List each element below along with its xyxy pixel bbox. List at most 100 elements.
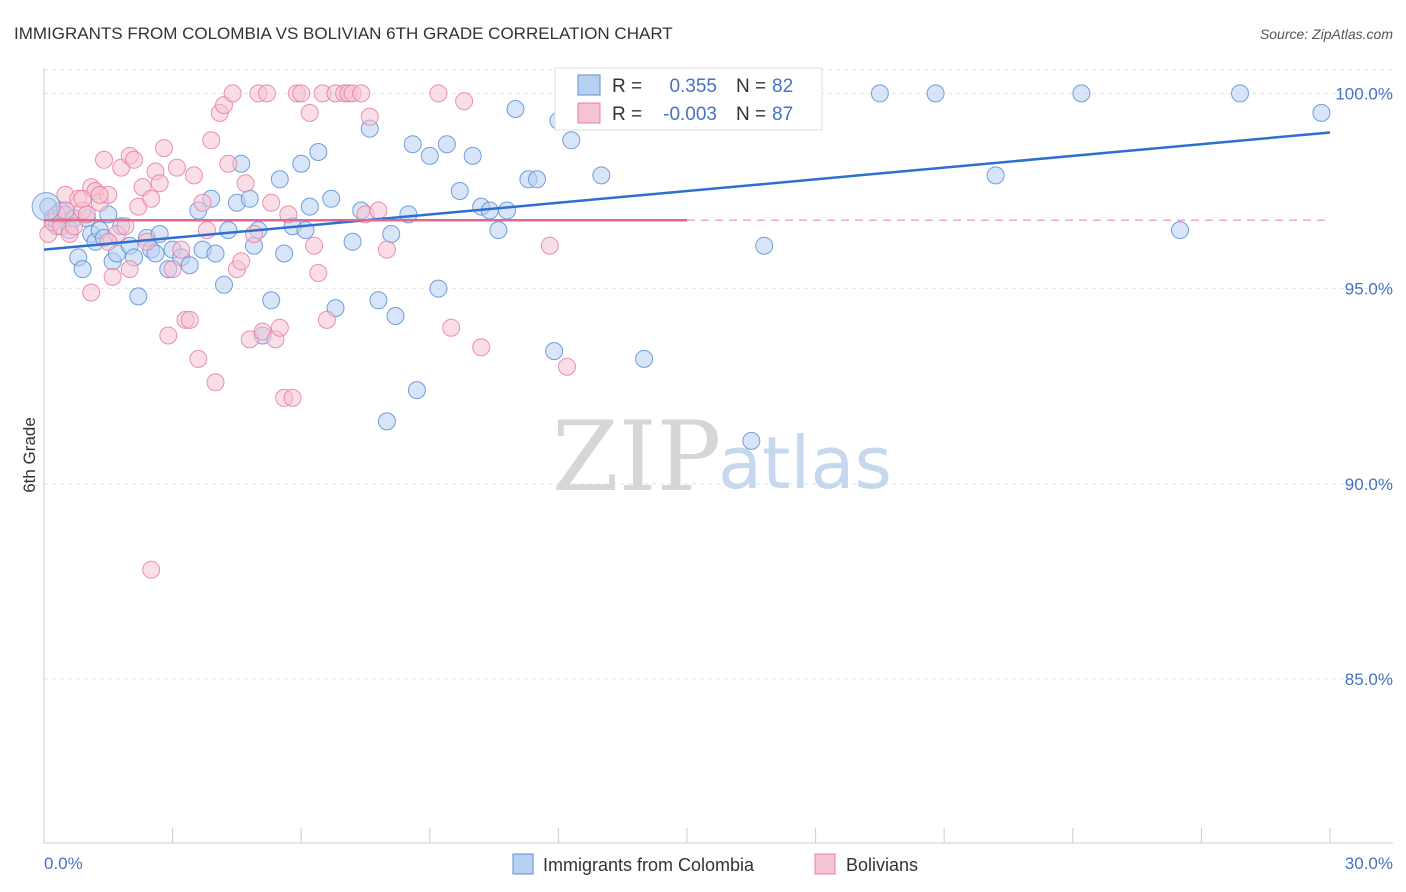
point-bolivians-6 <box>65 217 83 236</box>
point-bolivians-45 <box>232 252 251 271</box>
point-colombia-37 <box>240 189 259 208</box>
point-bolivians-85 <box>120 260 139 279</box>
point-colombia-83 <box>926 84 945 103</box>
chart-source: Source: ZipAtlas.com <box>1260 26 1393 42</box>
point-bolivians-74 <box>429 84 448 103</box>
point-bolivians-64 <box>317 310 336 329</box>
point-colombia-61 <box>420 146 439 165</box>
point-colombia-49 <box>322 189 341 208</box>
point-bolivians-28 <box>159 326 178 345</box>
point-bolivians-29 <box>163 260 182 279</box>
point-bolivians-31 <box>172 240 191 259</box>
point-bolivians-77 <box>472 338 491 357</box>
point-bolivians-36 <box>193 193 212 212</box>
bottom-legend-label-bolivians[interactable]: Bolivians <box>846 855 918 875</box>
point-colombia-73 <box>545 342 564 361</box>
y-tick-label-1: 95.0% <box>1345 280 1393 299</box>
point-bolivians-75 <box>442 318 461 337</box>
point-bolivians-52 <box>262 193 281 212</box>
point-bolivians-27 <box>155 139 173 158</box>
point-colombia-43 <box>275 244 294 263</box>
x-tick-label-min: 0.0% <box>44 854 83 873</box>
point-bolivians-84 <box>90 185 109 204</box>
bottom-legend-swatch-colombia[interactable] <box>512 853 534 875</box>
point-bolivians-24 <box>142 189 161 208</box>
point-bolivians-35 <box>189 349 208 368</box>
point-bolivians-71 <box>360 107 379 126</box>
point-bolivians-76 <box>455 92 474 111</box>
point-bolivians-69 <box>352 84 371 103</box>
point-colombia-60 <box>407 381 426 400</box>
point-bolivians-18 <box>116 217 135 236</box>
point-bolivians-20 <box>125 150 143 169</box>
point-colombia-8 <box>73 260 92 279</box>
point-colombia-80 <box>742 431 761 450</box>
point-bolivians-72 <box>369 201 388 220</box>
point-colombia-45 <box>292 154 311 173</box>
point-bolivians-81 <box>82 283 101 302</box>
point-colombia-88 <box>1312 103 1331 122</box>
point-colombia-75 <box>562 131 581 150</box>
point-bolivians-13 <box>95 150 113 169</box>
point-colombia-64 <box>450 182 469 200</box>
legend-r-label-bolivians: R = <box>612 104 642 125</box>
point-colombia-28 <box>180 256 199 275</box>
point-bolivians-42 <box>219 154 238 173</box>
y-tick-label-2: 90.0% <box>1345 475 1393 494</box>
point-bolivians-38 <box>202 131 221 150</box>
point-bolivians-82 <box>99 232 118 251</box>
point-colombia-48 <box>309 143 328 161</box>
point-colombia-large <box>31 192 61 222</box>
point-bolivians-34 <box>185 166 203 185</box>
chart-title: IMMIGRANTS FROM COLOMBIA VS BOLIVIAN 6TH… <box>14 24 673 43</box>
point-colombia-47 <box>300 197 319 216</box>
point-colombia-72 <box>528 170 546 189</box>
point-colombia-51 <box>343 232 362 251</box>
legend-n-value-colombia: 82 <box>772 76 793 97</box>
point-bolivians-78 <box>540 236 559 255</box>
point-colombia-62 <box>429 279 448 298</box>
point-colombia-57 <box>386 307 405 325</box>
point-colombia-70 <box>506 100 525 118</box>
point-colombia-68 <box>489 221 508 240</box>
point-bolivians-56 <box>279 205 298 224</box>
point-bolivians-60 <box>300 103 319 122</box>
x-tick-label-max: 30.0% <box>1345 854 1393 873</box>
legend-swatch-colombia <box>577 74 601 96</box>
point-colombia-85 <box>1072 84 1091 103</box>
point-bolivians-15 <box>103 267 122 286</box>
point-colombia-84 <box>986 166 1005 185</box>
y-tick-labels: 100.0% 95.0% 90.0% 85.0% <box>1335 84 1393 689</box>
watermark-zip: ZIP <box>552 401 721 513</box>
point-bolivians-39 <box>206 373 225 392</box>
point-colombia-55 <box>377 412 396 431</box>
point-colombia-32 <box>206 244 225 263</box>
point-colombia-76 <box>592 166 611 185</box>
point-colombia-63 <box>437 135 456 154</box>
point-bolivians-79 <box>558 357 576 376</box>
bottom-legend-swatch-bolivians[interactable] <box>814 853 836 875</box>
trend-lines <box>43 131 1331 251</box>
y-tick-label-3: 85.0% <box>1345 670 1393 689</box>
legend-n-label-bolivians: N = <box>736 104 766 125</box>
point-bolivians-83 <box>73 189 92 208</box>
bottom-legend: Immigrants from Colombia Bolivians <box>512 853 918 875</box>
point-colombia-65 <box>463 146 482 165</box>
point-colombia-77 <box>635 349 654 368</box>
watermark-atlas: atlas <box>718 421 892 505</box>
point-bolivians-51 <box>257 84 276 103</box>
legend-box: R = 0.355 N = 82 R = -0.003 N = 87 <box>554 67 823 131</box>
legend-n-label-colombia: N = <box>736 76 766 97</box>
legend-swatch-bolivians <box>577 102 601 124</box>
point-bolivians-26 <box>150 174 169 193</box>
point-bolivians-54 <box>270 318 289 337</box>
point-bolivians-48 <box>245 225 263 243</box>
point-colombia-54 <box>369 291 388 310</box>
point-bolivians-30 <box>167 158 186 177</box>
legend-r-label-colombia: R = <box>612 76 642 97</box>
point-colombia-20 <box>129 287 148 306</box>
bottom-legend-label-colombia[interactable]: Immigrants from Colombia <box>543 855 755 875</box>
point-colombia-42 <box>270 170 289 189</box>
y-axis-label: 6th Grade <box>20 417 39 493</box>
